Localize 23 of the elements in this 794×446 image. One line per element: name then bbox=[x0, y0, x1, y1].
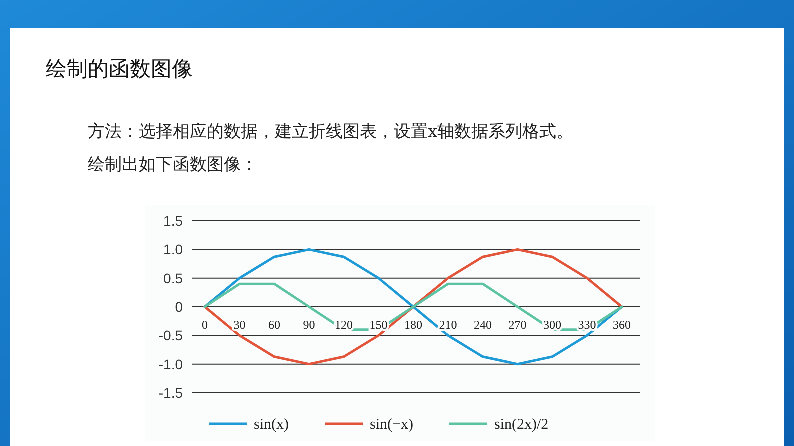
x-tick-label: 270 bbox=[508, 318, 527, 332]
y-tick-label: 0 bbox=[175, 299, 184, 315]
legend-label: sin(2x)/2 bbox=[494, 417, 549, 433]
x-tick-label: 180 bbox=[404, 318, 422, 332]
y-tick-label: -1.0 bbox=[158, 356, 184, 372]
legend-label: sin(−x) bbox=[370, 417, 414, 433]
x-tick-label: 360 bbox=[613, 318, 631, 332]
x-tick-label: 30 bbox=[234, 318, 246, 332]
text: 绘制出如下函数图像： bbox=[88, 155, 258, 175]
x-tick-label: 240 bbox=[474, 318, 492, 332]
y-tick-label: -0.5 bbox=[158, 328, 184, 344]
text: 方法：选择相应的数据，建立折线图表，设置x轴数据系列格式。 bbox=[88, 122, 574, 142]
x-tick-label: 90 bbox=[303, 318, 316, 332]
x-tick-label: 210 bbox=[439, 318, 458, 332]
y-tick-label: -1.5 bbox=[158, 385, 184, 401]
x-tick-label: 0 bbox=[202, 318, 208, 332]
chart-title: 绘制的函数图像 bbox=[46, 57, 193, 81]
y-tick-label: 1.0 bbox=[164, 242, 184, 258]
y-tick-label: 0.5 bbox=[164, 270, 184, 286]
legend-label: sin(x) bbox=[254, 417, 289, 433]
x-tick-label: 60 bbox=[268, 318, 280, 332]
y-tick-label: 1.5 bbox=[164, 213, 184, 229]
x-tick-label: 120 bbox=[335, 318, 353, 332]
